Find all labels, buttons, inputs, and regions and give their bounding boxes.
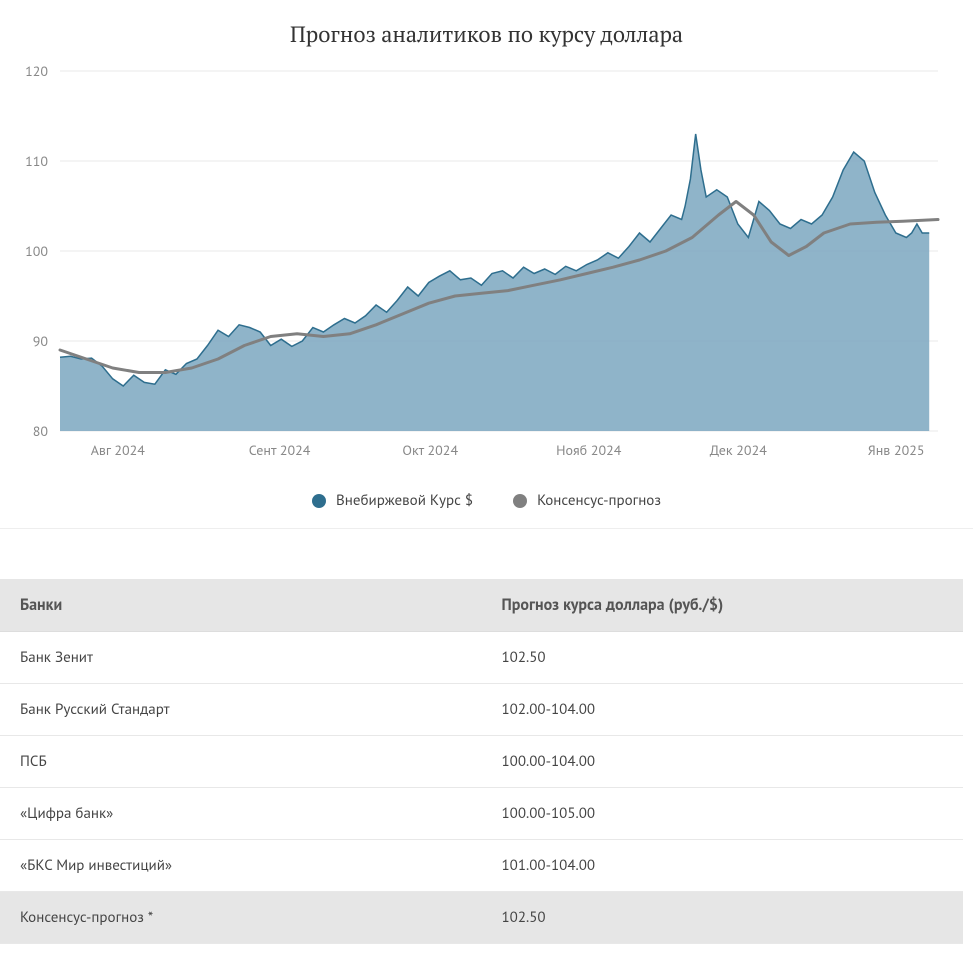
table-cell: 100.00-105.00 bbox=[482, 788, 964, 840]
table-cell: Банк Зенит bbox=[0, 632, 482, 684]
table-cell: «Цифра банк» bbox=[0, 788, 482, 840]
table-cell: 102.50 bbox=[482, 632, 964, 684]
table-cell: Консенсус-прогноз * bbox=[0, 892, 482, 944]
table-cell: «БКС Мир инвестиций» bbox=[0, 840, 482, 892]
table-row: «Цифра банк»100.00-105.00 bbox=[0, 788, 963, 840]
chart-area: 80 90 100 110 120 Авг 2024 Сент 2024 Окт 2024 Но… bbox=[0, 61, 973, 481]
table-cell: 100.00-104.00 bbox=[482, 736, 964, 788]
chart-svg: 80 90 100 110 120 Авг 2024 Сент 2024 Окт 2024 Но… bbox=[0, 61, 973, 481]
legend-label: Консенсус-прогноз bbox=[537, 491, 661, 510]
forecast-table-wrap: БанкиПрогноз курса доллара (руб./$) Банк… bbox=[0, 579, 963, 944]
table-cell: ПСБ bbox=[0, 736, 482, 788]
table-row: Консенсус-прогноз *102.50 bbox=[0, 892, 963, 944]
table-row: Банк Русский Стандарт102.00-104.00 bbox=[0, 684, 963, 736]
table-row: «БКС Мир инвестиций»101.00-104.00 bbox=[0, 840, 963, 892]
legend-label: Внебиржевой Курс $ bbox=[336, 491, 473, 510]
svg-text:110: 110 bbox=[25, 152, 48, 170]
svg-text:Нояб 2024: Нояб 2024 bbox=[556, 441, 622, 459]
legend-dot-icon bbox=[312, 494, 326, 508]
svg-text:Сент 2024: Сент 2024 bbox=[249, 441, 311, 459]
svg-text:120: 120 bbox=[25, 62, 48, 80]
chart-title: Прогноз аналитиков по курсу доллара bbox=[0, 0, 973, 61]
svg-text:90: 90 bbox=[33, 332, 49, 350]
svg-text:80: 80 bbox=[33, 422, 49, 440]
legend-item: Внебиржевой Курс $ bbox=[312, 491, 473, 510]
chart-legend: Внебиржевой Курс $ Консенсус-прогноз bbox=[0, 481, 973, 529]
svg-text:Янв 2025: Янв 2025 bbox=[868, 441, 925, 459]
legend-dot-icon bbox=[513, 494, 527, 508]
table-cell: 101.00-104.00 bbox=[482, 840, 964, 892]
table-header-cell: Прогноз курса доллара (руб./$) bbox=[482, 579, 964, 632]
svg-text:Окт 2024: Окт 2024 bbox=[402, 441, 458, 459]
table-cell: 102.50 bbox=[482, 892, 964, 944]
table-cell: 102.00-104.00 bbox=[482, 684, 964, 736]
forecast-table: БанкиПрогноз курса доллара (руб./$) Банк… bbox=[0, 579, 963, 944]
svg-text:Дек 2024: Дек 2024 bbox=[710, 441, 767, 459]
table-cell: Банк Русский Стандарт bbox=[0, 684, 482, 736]
legend-item: Консенсус-прогноз bbox=[513, 491, 661, 510]
table-header-cell: Банки bbox=[0, 579, 482, 632]
table-row: ПСБ100.00-104.00 bbox=[0, 736, 963, 788]
svg-text:Авг 2024: Авг 2024 bbox=[91, 441, 146, 459]
svg-text:100: 100 bbox=[25, 242, 48, 260]
table-row: Банк Зенит102.50 bbox=[0, 632, 963, 684]
